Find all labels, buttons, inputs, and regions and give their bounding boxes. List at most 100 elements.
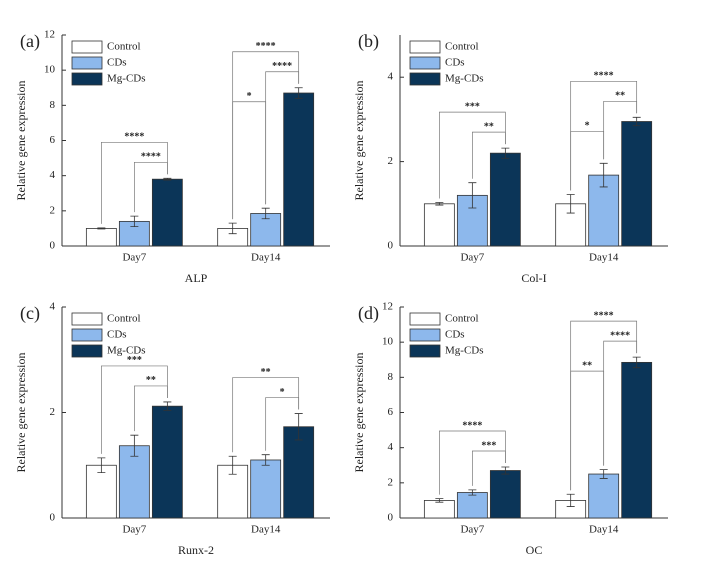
significance-bracket [472,450,506,486]
significance-label: ** [484,121,494,132]
legend-swatch [409,56,441,70]
error-bar [163,177,172,181]
bar [283,92,315,247]
legend-swatch [409,328,441,342]
bar [423,203,455,247]
y-tick-label: 2 [50,204,56,216]
significance-bracket [232,101,267,220]
legend-swatch [409,344,441,358]
bar [151,405,183,519]
y-axis-label: Relative gene expression [14,353,28,473]
bar [588,473,620,519]
bar [621,361,653,519]
y-tick-label: 4 [388,71,394,83]
legend-label: CDs [445,57,465,69]
legend-swatch [71,312,103,326]
bar [118,445,150,519]
error-bar [566,493,575,507]
panel-label: (a) [20,31,40,52]
error-bar [130,434,139,457]
error-bar [599,162,608,188]
x-tick-label: Day14 [251,524,281,536]
significance-bracket [472,131,506,179]
legend-swatch [71,344,103,358]
y-tick-label: 2 [388,476,394,488]
significance-label: **** [256,41,276,52]
y-tick-label: 6 [50,134,56,146]
significance-label: * [247,91,252,102]
significance-bracket [232,377,300,453]
error-bar [468,489,477,496]
bar [489,470,521,519]
bar [423,500,455,519]
significance-label: * [280,387,285,398]
significance-label: ** [146,375,156,386]
legend-swatch [409,40,441,54]
y-tick-label: 0 [50,240,56,252]
bar [621,121,653,247]
y-tick-label: 2 [388,155,394,167]
bar [283,426,315,519]
legend-swatch [71,328,103,342]
significance-bracket [101,141,168,224]
error-bar [599,469,608,479]
y-tick-label: 0 [388,240,394,252]
y-axis-label: Relative gene expression [352,81,366,201]
y-tick-label: 12 [44,29,55,41]
x-tick-label: Day14 [589,252,619,264]
y-tick-label: 12 [382,301,393,313]
legend-swatch [71,56,103,70]
significance-label: *** [465,101,480,112]
error-bar [501,147,510,159]
legend-label: Mg-CDs [445,73,484,85]
significance-label: **** [594,310,614,321]
y-tick-label: 4 [50,169,56,181]
x-tick-label: Day7 [122,524,146,536]
significance-label: **** [124,132,144,143]
significance-label: ** [615,91,625,102]
bar [250,459,282,519]
x-tick-label: Day7 [460,524,484,536]
error-bar [228,222,237,235]
significance-label: **** [141,152,161,163]
error-bar [261,207,270,220]
error-bar [294,87,303,99]
legend-swatch [409,312,441,326]
error-bar [632,356,641,369]
significance-bracket [265,397,300,451]
legend-label: Mg-CDs [107,345,146,357]
significance-bracket [603,100,638,160]
error-bar [294,413,303,441]
x-axis-label: Col-I [521,271,546,285]
x-tick-label: Day14 [251,252,281,264]
y-tick-label: 10 [382,336,394,348]
significance-label: ** [261,367,271,378]
x-axis-label: ALP [185,271,208,285]
error-bar [163,401,172,411]
error-bar [501,466,510,475]
error-bar [97,227,106,230]
y-tick-label: 4 [388,441,394,453]
error-bar [97,457,106,474]
panel-label: (c) [20,303,40,324]
panel-label: (d) [358,303,379,324]
significance-label: ** [582,360,592,371]
legend-label: CDs [107,57,127,69]
legend-swatch [71,40,103,54]
significance-label: **** [594,71,614,82]
significance-bracket [101,365,168,454]
y-tick-label: 8 [50,99,56,111]
legend-swatch [71,72,103,86]
significance-label: *** [127,355,142,366]
significance-label: **** [610,330,630,341]
y-axis-label: Relative gene expression [352,353,366,473]
significance-label: **** [462,420,482,431]
y-tick-label: 10 [44,64,56,76]
error-bar [566,194,575,214]
legend-label: Control [107,313,141,325]
error-bar [130,215,139,228]
y-axis-label: Relative gene expression [14,81,28,201]
y-tick-label: 4 [50,301,56,313]
significance-label: * [585,121,590,132]
